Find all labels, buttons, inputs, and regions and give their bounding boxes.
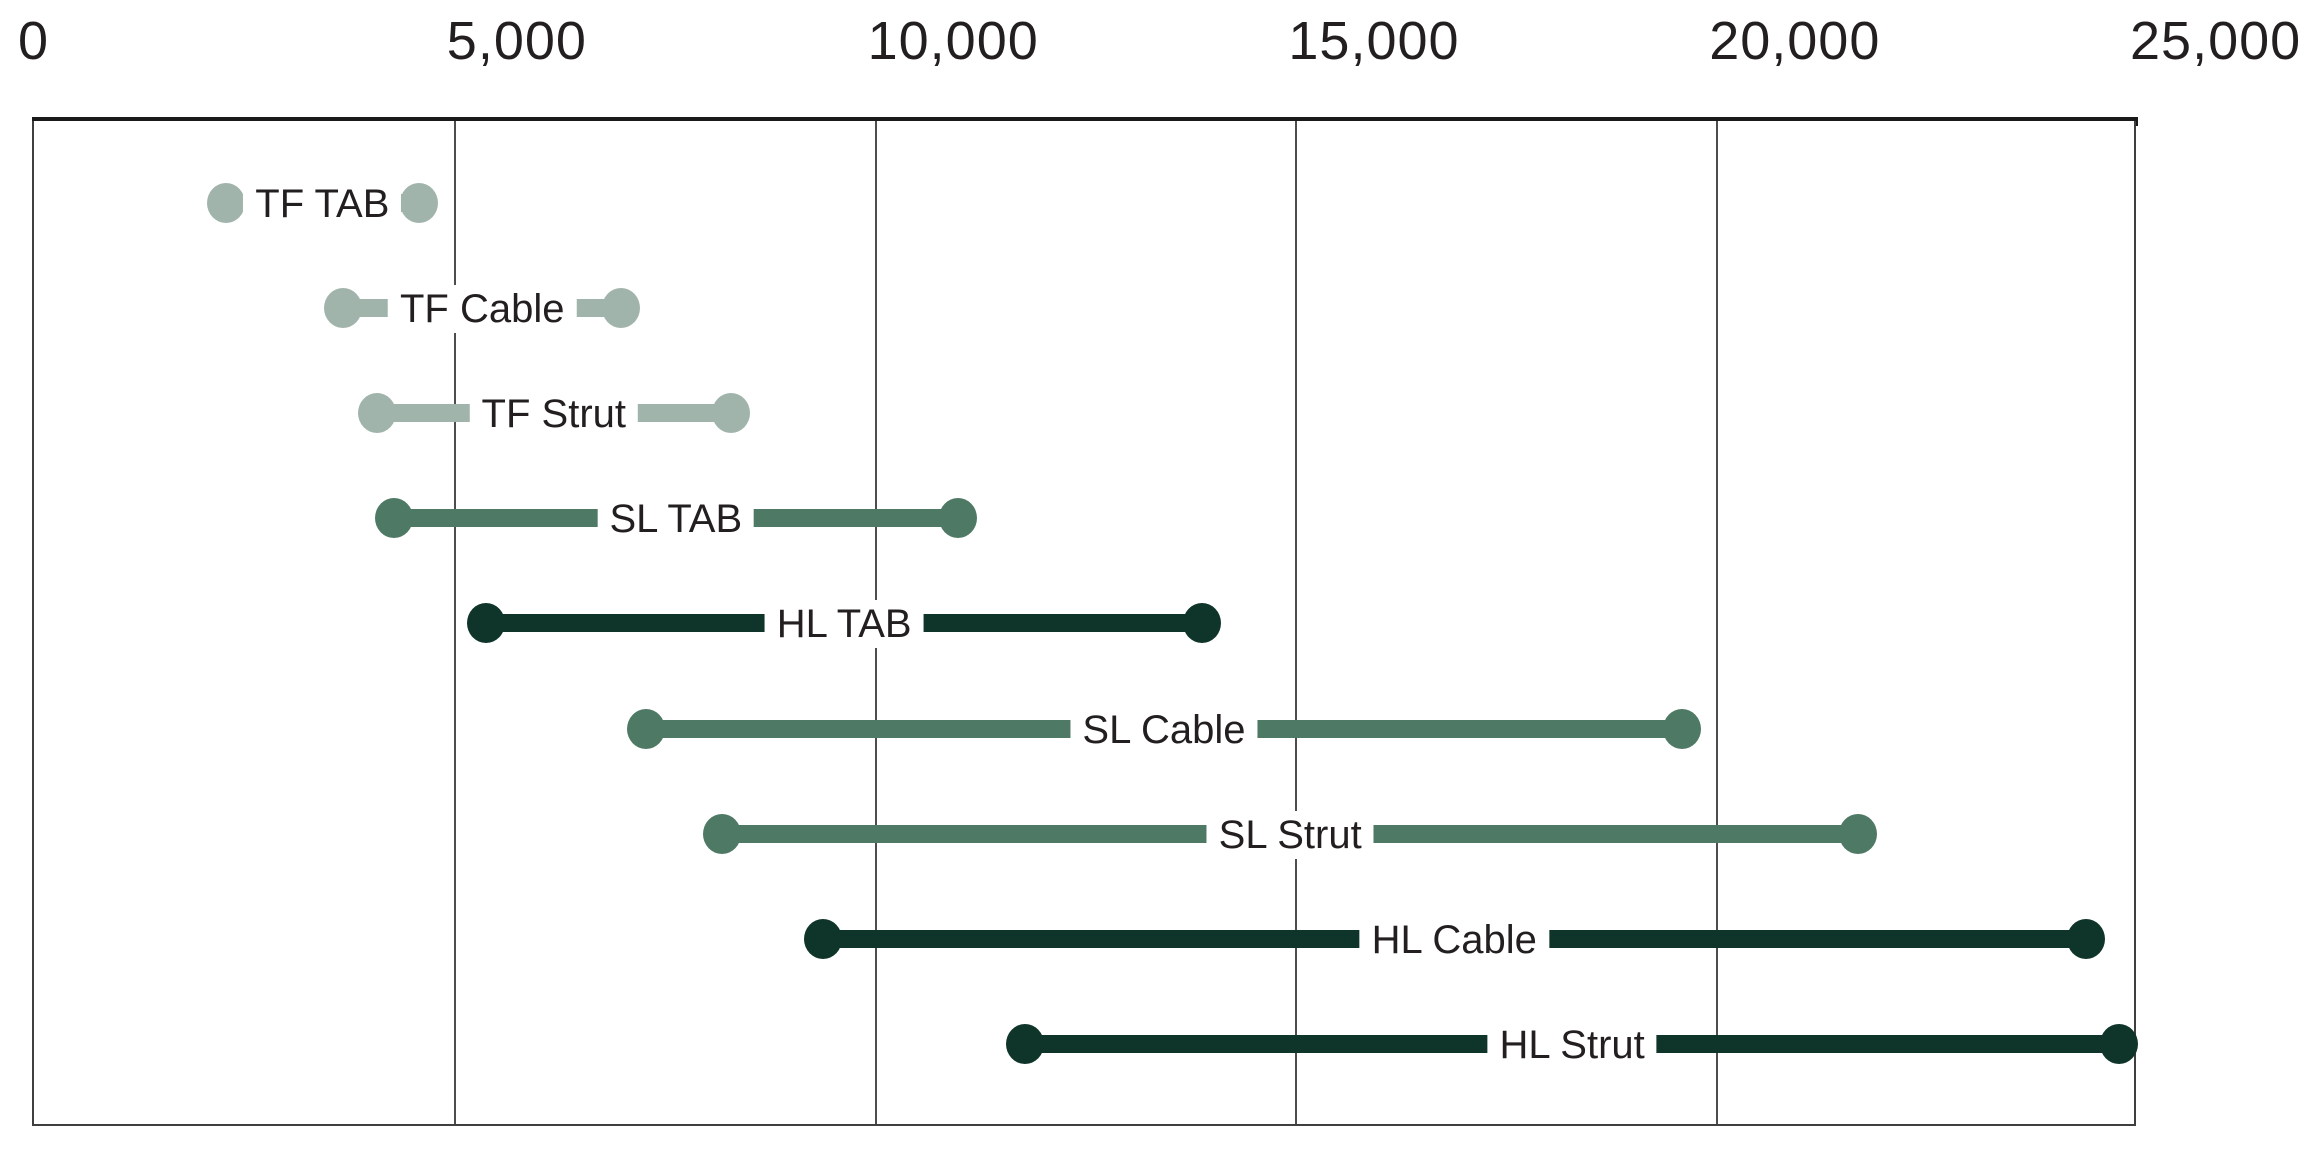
range-label: HL TAB (764, 600, 924, 649)
range-low-dot (804, 918, 843, 959)
gridline (1716, 121, 1719, 1124)
range-low-dot (358, 393, 397, 434)
range-label: SL Strut (1206, 810, 1374, 859)
range-label: TF Strut (469, 390, 639, 439)
range-low-dot (324, 288, 363, 329)
range-high-dot (2066, 918, 2105, 959)
x-axis-tick-label: 20,000 (1709, 11, 1881, 71)
gridline (1295, 121, 1298, 1124)
x-axis-tick-label: 10,000 (867, 11, 1039, 71)
range-low-dot (703, 813, 742, 854)
x-axis-tick-label: 5,000 (446, 11, 587, 71)
range-label: SL TAB (597, 495, 755, 544)
range-label: HL Cable (1359, 915, 1549, 964)
x-axis-tick-label: 0 (18, 11, 50, 71)
range-label: SL Cable (1070, 705, 1258, 754)
range-high-dot (1662, 708, 1701, 749)
range-label: HL Strut (1487, 1020, 1657, 1069)
range-low-dot (1006, 1023, 1045, 1064)
range-high-dot (938, 498, 977, 539)
range-high-dot (1839, 813, 1878, 854)
x-axis-tick-label: 25,000 (2130, 11, 2302, 71)
gridline (453, 121, 456, 1124)
range-high-dot (602, 288, 641, 329)
range-low-dot (374, 498, 413, 539)
range-high-dot (711, 393, 750, 434)
range-label: TF Cable (388, 285, 577, 334)
range-high-dot (1182, 603, 1221, 644)
range-high-dot (2100, 1023, 2139, 1064)
range-low-dot (467, 603, 506, 644)
range-low-dot (627, 708, 666, 749)
range-high-dot (400, 183, 439, 223)
range-low-dot (206, 183, 245, 223)
x-axis-tick-label: 15,000 (1288, 11, 1460, 71)
range-label: TF TAB (243, 180, 402, 228)
